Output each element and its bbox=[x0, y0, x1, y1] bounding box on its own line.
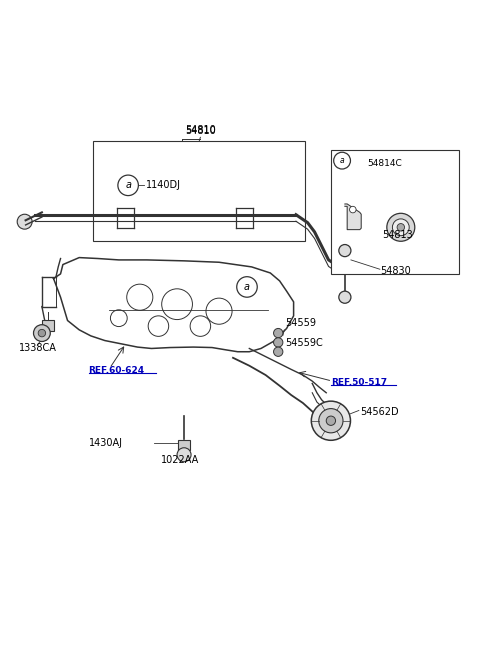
Bar bbox=[331, 151, 459, 274]
Circle shape bbox=[118, 175, 138, 196]
Circle shape bbox=[237, 276, 257, 297]
Text: a: a bbox=[244, 282, 250, 292]
Text: 54830: 54830 bbox=[380, 266, 410, 276]
Circle shape bbox=[349, 206, 356, 213]
Text: 1338CA: 1338CA bbox=[19, 343, 57, 354]
Circle shape bbox=[177, 448, 191, 462]
Circle shape bbox=[274, 338, 283, 347]
Text: a: a bbox=[125, 180, 131, 191]
Bar bbox=[178, 440, 190, 450]
Text: 1430AJ: 1430AJ bbox=[88, 438, 122, 447]
Circle shape bbox=[274, 328, 283, 338]
Text: 1022AA: 1022AA bbox=[161, 455, 199, 465]
Circle shape bbox=[274, 347, 283, 356]
Circle shape bbox=[339, 244, 351, 257]
Circle shape bbox=[397, 223, 405, 231]
Text: REF.50-517: REF.50-517 bbox=[331, 378, 387, 387]
Circle shape bbox=[312, 401, 350, 440]
Bar bbox=[42, 320, 54, 331]
Text: 54559C: 54559C bbox=[286, 338, 324, 348]
Circle shape bbox=[17, 214, 32, 229]
Text: 1140DJ: 1140DJ bbox=[146, 180, 181, 191]
Polygon shape bbox=[345, 204, 361, 230]
Text: 54810: 54810 bbox=[185, 126, 216, 136]
Circle shape bbox=[38, 329, 46, 337]
Text: a: a bbox=[340, 156, 344, 165]
Text: 54814C: 54814C bbox=[367, 159, 402, 168]
Circle shape bbox=[326, 416, 336, 425]
Text: 54559: 54559 bbox=[286, 318, 317, 328]
Circle shape bbox=[319, 409, 343, 433]
Circle shape bbox=[387, 214, 415, 241]
Text: REF.60-624: REF.60-624 bbox=[88, 366, 144, 375]
Text: 54813: 54813 bbox=[382, 230, 413, 240]
Circle shape bbox=[393, 219, 409, 236]
Circle shape bbox=[34, 325, 50, 341]
Bar bbox=[93, 141, 305, 241]
Text: 54810: 54810 bbox=[185, 126, 216, 136]
Text: 54562D: 54562D bbox=[360, 407, 399, 417]
Circle shape bbox=[339, 291, 351, 303]
Circle shape bbox=[334, 152, 350, 169]
